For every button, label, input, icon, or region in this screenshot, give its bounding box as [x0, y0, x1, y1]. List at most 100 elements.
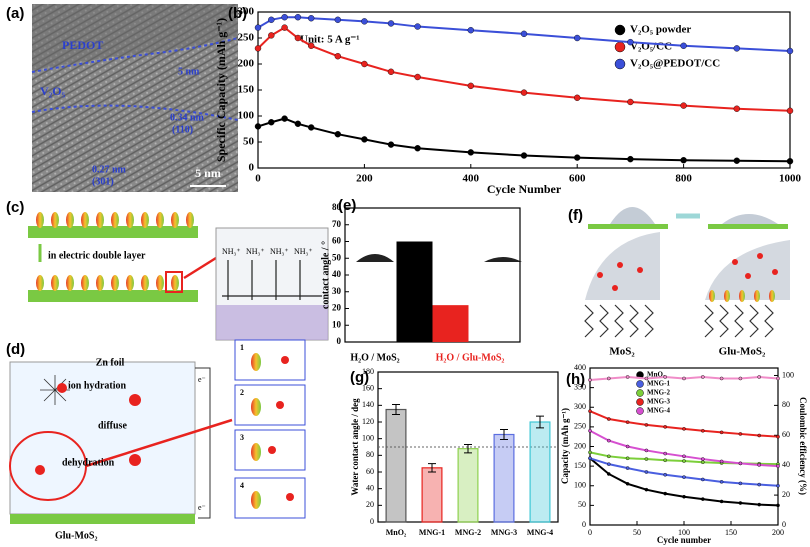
point: [701, 497, 705, 501]
bar: [396, 241, 433, 342]
point: [738, 481, 743, 486]
highlight: [165, 271, 183, 293]
circuit: [195, 367, 211, 519]
x-tick-label: 1000: [779, 173, 802, 185]
annotation: 5 nm: [178, 66, 200, 77]
point: [757, 375, 762, 379]
annotation: Unit: 5 A g⁻¹: [300, 34, 360, 46]
y-axis-label: Specific Capacity (mAh g⁻¹): [214, 18, 228, 162]
y-tick-label: 10: [332, 319, 342, 329]
point: [467, 82, 474, 90]
y-tick-label: 180: [362, 367, 374, 376]
x-axis-label: Cycle number: [657, 535, 711, 545]
point: [254, 45, 262, 52]
molecules: [597, 253, 778, 291]
ion: [35, 465, 45, 475]
y-tick-label: 100: [362, 433, 374, 442]
point: [588, 409, 592, 413]
annotation: PEDOT: [62, 38, 103, 52]
point: [281, 24, 288, 31]
electrode: [10, 514, 195, 524]
electron: e⁻: [198, 503, 206, 512]
point: [607, 462, 611, 466]
ion-label: NH₃⁺: [294, 247, 313, 256]
scale-bar-label: 5 nm: [195, 166, 221, 180]
x-tick-label: 0: [255, 173, 261, 185]
substrate: [708, 224, 788, 229]
slab: [28, 290, 198, 302]
pedot-layer: [32, 4, 238, 70]
point: [268, 32, 275, 39]
annotation: 0.34 nm: [170, 112, 205, 123]
point: [776, 503, 780, 508]
point: [644, 423, 649, 427]
point: [467, 27, 474, 34]
arrow: [183, 256, 217, 280]
point: [663, 491, 668, 496]
plot-frame: [589, 367, 779, 526]
series-line: [589, 410, 779, 438]
point: [281, 115, 288, 122]
point: [733, 157, 740, 164]
point: [387, 141, 395, 148]
point: [334, 53, 341, 60]
panel-c: (c) in electric double layer NH₃⁺ NH₃⁺ N…: [6, 199, 329, 341]
point: [625, 444, 630, 449]
point: [786, 107, 794, 115]
point: [294, 14, 302, 21]
x-tick-label: 200: [356, 173, 373, 185]
y-tick-label: 100: [574, 481, 586, 490]
point: [644, 470, 649, 474]
step-box: [234, 477, 306, 519]
point: [334, 130, 341, 138]
label: Zn foil: [96, 357, 125, 368]
y-tick-label: 300: [574, 402, 586, 411]
ions-bottom: [36, 275, 179, 291]
mos2-layer: [216, 305, 328, 340]
droplet: [484, 257, 522, 262]
y-tick-label: 80: [366, 450, 374, 459]
point: [719, 459, 724, 464]
point: [644, 448, 649, 453]
x-tick-label: 50: [633, 528, 641, 537]
point: [682, 475, 686, 479]
point: [588, 456, 592, 461]
point: [701, 457, 705, 461]
point: [663, 425, 668, 429]
legend-marker: [636, 398, 644, 406]
legend-label: MNG-1: [647, 380, 670, 388]
step-icons: [251, 353, 294, 509]
point: [663, 458, 668, 463]
ion: [129, 454, 141, 466]
category-label: MNG-2: [455, 528, 481, 537]
mos2-lattice: [584, 304, 774, 338]
point: [738, 432, 743, 436]
panel-label: (b): [228, 5, 247, 22]
point: [719, 499, 724, 504]
y-tick-label: 50: [243, 136, 255, 148]
point: [776, 376, 780, 381]
category-label: H₂O / Glu-MoS₂: [436, 352, 505, 363]
point: [414, 73, 421, 81]
point: [294, 120, 302, 128]
glu-layer: [709, 290, 775, 302]
y-tick-label: 0: [370, 517, 374, 526]
panel-f: (f) MoS₂ Glu-MoS₂: [568, 207, 790, 358]
point: [682, 427, 686, 431]
error-bar: [464, 444, 472, 454]
point: [625, 481, 630, 486]
point: [268, 119, 275, 126]
y-tick-label: 400: [574, 363, 586, 372]
bar: [421, 467, 443, 523]
ions-top: [36, 212, 194, 228]
legend-marker: [614, 24, 626, 36]
panel-label: (e): [338, 197, 356, 214]
point: [625, 420, 630, 424]
y-tick-label: 60: [332, 236, 342, 246]
point: [607, 417, 611, 421]
point: [682, 376, 686, 381]
y2-tick-label: 80: [782, 400, 790, 409]
point: [308, 124, 315, 131]
